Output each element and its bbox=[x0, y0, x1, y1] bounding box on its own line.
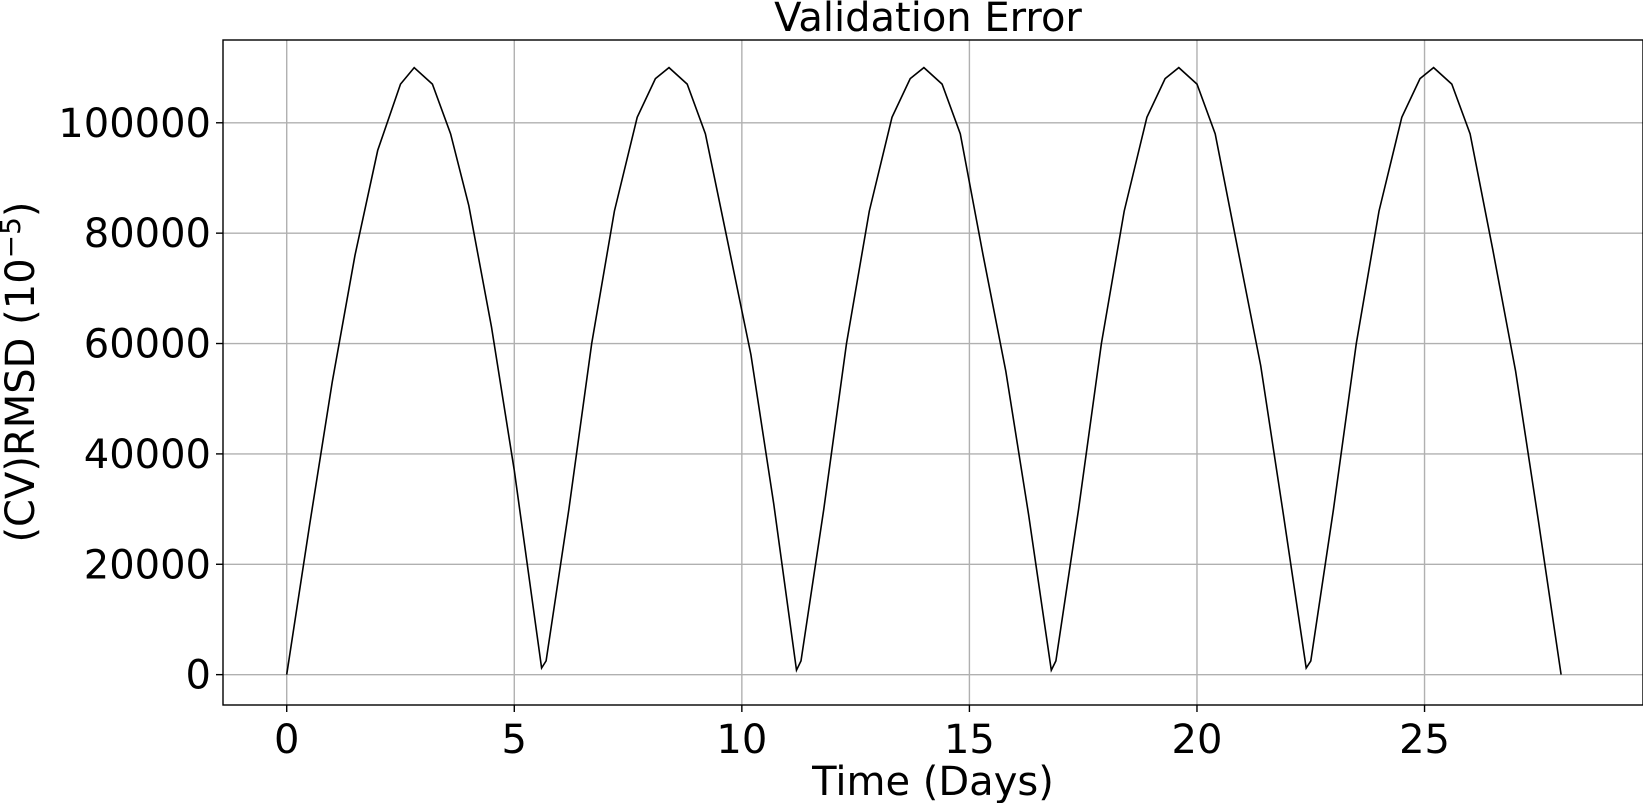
y-tick-label: 0 bbox=[186, 653, 211, 699]
x-tick-label: 15 bbox=[944, 717, 995, 763]
y-tick-label: 60000 bbox=[84, 322, 211, 368]
y-ticks: 0 20000 40000 60000 80000 100000 bbox=[58, 101, 223, 699]
x-tick-label: 10 bbox=[716, 717, 767, 763]
x-tick-label: 0 bbox=[274, 717, 299, 763]
x-tick-label: 5 bbox=[502, 717, 527, 763]
y-tick-label: 20000 bbox=[84, 542, 211, 588]
y-axis-title: (CV)RMSD (10−5) bbox=[0, 201, 44, 542]
x-axis-title: Time (Days) bbox=[811, 759, 1054, 803]
series-line bbox=[285, 66, 1562, 675]
series-group bbox=[285, 66, 1562, 675]
y-axis-title-base: (CV)RMSD (10 bbox=[0, 258, 44, 542]
x-tick-label: 20 bbox=[1172, 717, 1223, 763]
y-tick-label: 40000 bbox=[84, 432, 211, 478]
grid bbox=[223, 40, 1643, 705]
plot-frame bbox=[222, 39, 1643, 706]
chart-title: Validation Error bbox=[774, 0, 1082, 41]
y-axis-title-sup: −5 bbox=[0, 217, 27, 258]
y-tick-label: 80000 bbox=[84, 211, 211, 257]
y-tick-label: 100000 bbox=[58, 101, 211, 147]
x-tick-label: 25 bbox=[1399, 717, 1450, 763]
x-ticks: 0 5 10 15 20 25 bbox=[274, 705, 1450, 763]
y-axis-title-end: ) bbox=[0, 201, 44, 217]
